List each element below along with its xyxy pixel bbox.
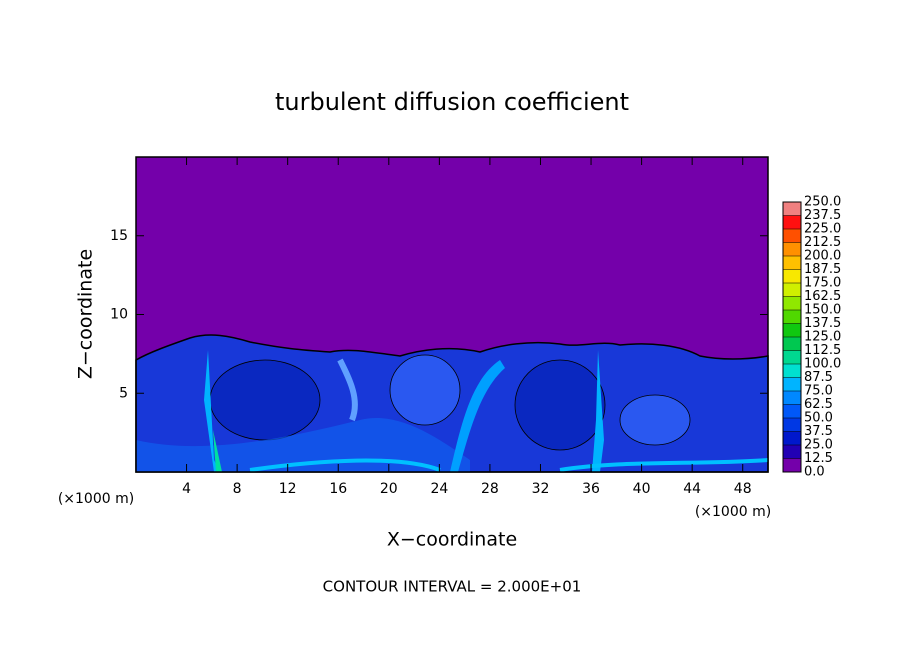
streak <box>136 418 470 472</box>
y-axis-label: Z−coordinate <box>75 249 97 379</box>
colorbar-box <box>783 323 801 337</box>
eddy <box>619 394 691 446</box>
x-tick-label: 36 <box>582 481 600 497</box>
colorbar-label: 75.0 <box>804 384 833 399</box>
colorbar-box <box>783 458 801 472</box>
colorbar-label: 200.0 <box>804 249 841 264</box>
colorbar-box <box>783 310 801 324</box>
x-tick-label: 32 <box>532 481 550 497</box>
colorbar-box <box>783 418 801 432</box>
colorbar-label: 112.5 <box>804 343 841 358</box>
colorbar-label: 137.5 <box>804 316 841 331</box>
colorbar-label: 50.0 <box>804 411 833 426</box>
eddy <box>209 359 321 441</box>
colorbar-label: 37.5 <box>804 424 833 439</box>
colorbar-box <box>783 229 801 243</box>
chart-title: turbulent diffusion coefficient <box>275 88 629 116</box>
x-tick-label: 24 <box>430 481 448 497</box>
x-tick-label: 20 <box>380 481 398 497</box>
colorbar-box <box>783 377 801 391</box>
colorbar-box <box>783 337 801 351</box>
colorbar-box <box>783 242 801 256</box>
colorbar-box <box>783 202 801 216</box>
y-tick-label: 5 <box>119 385 128 401</box>
colorbar-label: 225.0 <box>804 222 841 237</box>
x-tick-label: 44 <box>683 481 701 497</box>
colorbar-box <box>783 350 801 364</box>
x-tick-label: 12 <box>279 481 297 497</box>
colorbar-label: 125.0 <box>804 330 841 345</box>
colorbar-label: 162.5 <box>804 289 841 304</box>
colorbar-label: 87.5 <box>804 370 833 385</box>
colorbar-label: 237.5 <box>804 208 841 223</box>
colorbar-label: 187.5 <box>804 262 841 277</box>
x-tick-label: 8 <box>233 481 242 497</box>
x-tick-label: 40 <box>633 481 651 497</box>
x-axis-label: X−coordinate <box>387 529 517 551</box>
colorbar-box <box>783 364 801 378</box>
streak <box>337 358 358 422</box>
x-tick-label: 28 <box>481 481 499 497</box>
colorbar-box <box>783 445 801 459</box>
colorbar-label: 212.5 <box>804 235 841 250</box>
contour-field <box>135 157 769 473</box>
colorbar-label: 25.0 <box>804 438 833 453</box>
colorbar-box <box>783 283 801 297</box>
eddy <box>389 354 461 426</box>
x-tick-label: 16 <box>329 481 347 497</box>
eddy <box>514 359 606 451</box>
colorbar-box <box>783 215 801 229</box>
colorbar-label: 150.0 <box>804 303 841 318</box>
x-tick-label: 48 <box>734 481 752 497</box>
colorbar-box <box>783 404 801 418</box>
colorbar-label: 0.0 <box>804 465 825 480</box>
colorbar-box <box>783 431 801 445</box>
colorbar-box <box>783 256 801 270</box>
x-unit-label: (×1000 m) <box>58 491 134 507</box>
x-tick-label: 4 <box>182 481 191 497</box>
y-tick-label: 10 <box>110 307 128 323</box>
streak <box>204 350 220 472</box>
colorbar: 0.012.525.037.550.062.575.087.5100.0112.… <box>782 195 841 480</box>
streak <box>249 458 769 472</box>
colorbar-label: 250.0 <box>804 195 841 210</box>
streak <box>592 350 604 472</box>
streak <box>450 360 505 472</box>
colorbar-label: 100.0 <box>804 357 841 372</box>
colorbar-box <box>783 391 801 405</box>
streak <box>213 430 222 472</box>
colorbar-label: 62.5 <box>804 397 833 412</box>
footer-note: CONTOUR INTERVAL = 2.000E+01 <box>323 578 582 596</box>
colorbar-label: 12.5 <box>804 451 833 466</box>
colorbar-label: 175.0 <box>804 276 841 291</box>
colorbar-box <box>783 296 801 310</box>
y-tick-label: 15 <box>110 228 128 244</box>
colorbar-box <box>783 269 801 283</box>
x-unit-label: (×1000 m) <box>695 504 771 520</box>
